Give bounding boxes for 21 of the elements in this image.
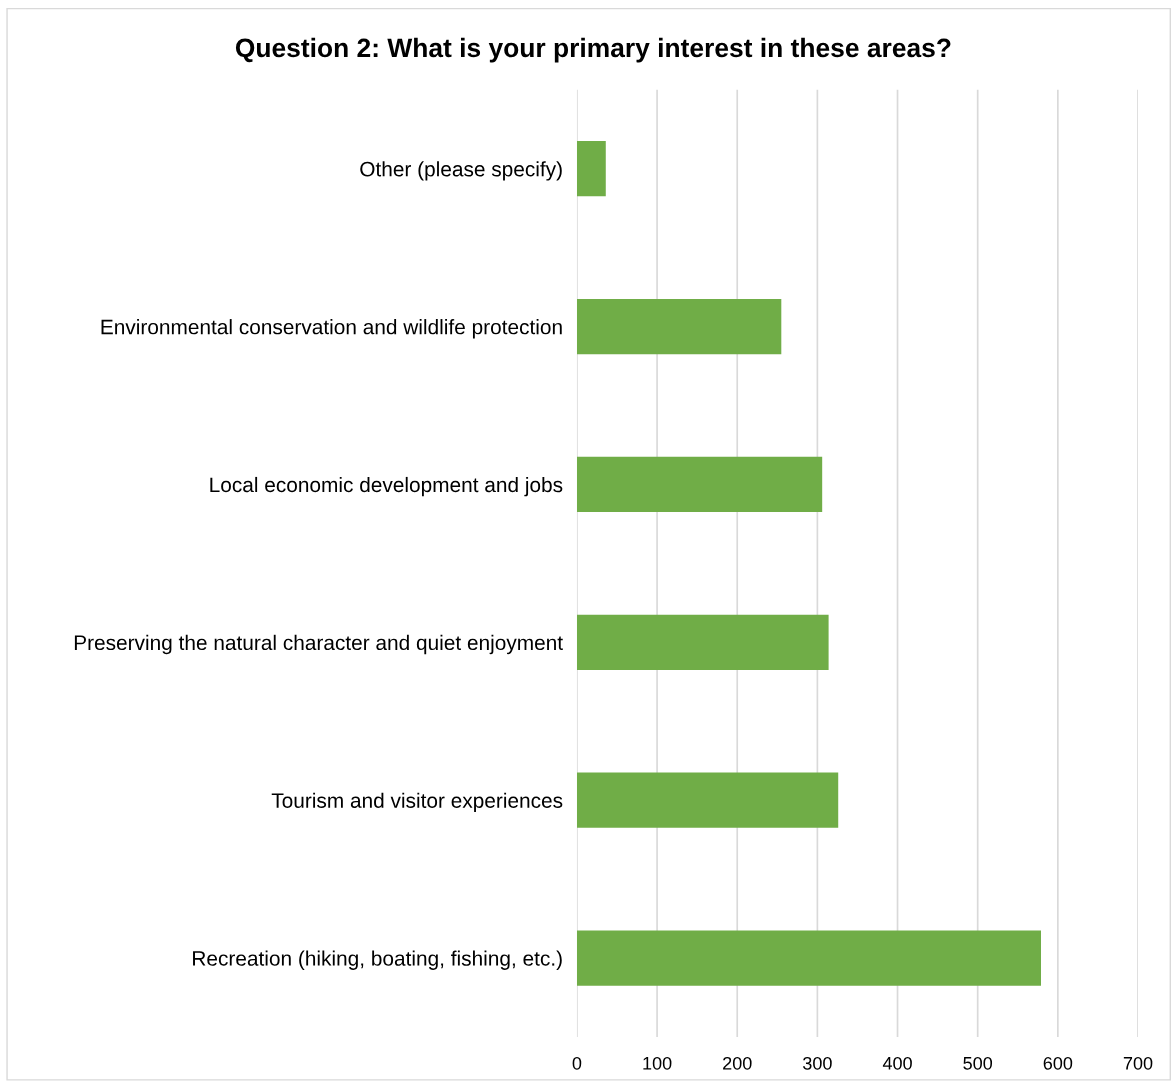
bar [576, 298, 782, 355]
bar [576, 456, 823, 513]
x-tick-label: 0 [572, 1056, 582, 1070]
x-tick-label: 700 [1123, 1056, 1153, 1070]
x-tick-label: 300 [803, 1056, 832, 1070]
bar [576, 141, 606, 197]
bar [576, 772, 839, 828]
y-tick-label: Other (please specify) [360, 161, 562, 181]
y-tick-label: Tourism and visitor experiences [271, 792, 563, 813]
y-tick-label: Recreation (hiking, boating, fishing, etc.) [193, 950, 562, 970]
bar [576, 930, 1041, 986]
y-tick-label: Local economic development and jobs [210, 476, 563, 497]
y-tick-label: Preserving the natural character and quiet enjoyment [74, 634, 563, 655]
x-tick-label: 200 [723, 1056, 752, 1070]
bar [576, 614, 829, 670]
x-tick-label: 100 [643, 1056, 672, 1070]
x-tick-label: 600 [1043, 1056, 1073, 1070]
x-tick-label: 400 [882, 1056, 912, 1070]
chart-title: Question 2: What is your primary interest in these areas? [235, 37, 951, 63]
x-tick-label: 500 [963, 1056, 993, 1070]
y-tick-label: Environmental conservation and wildlife protection [101, 319, 562, 339]
